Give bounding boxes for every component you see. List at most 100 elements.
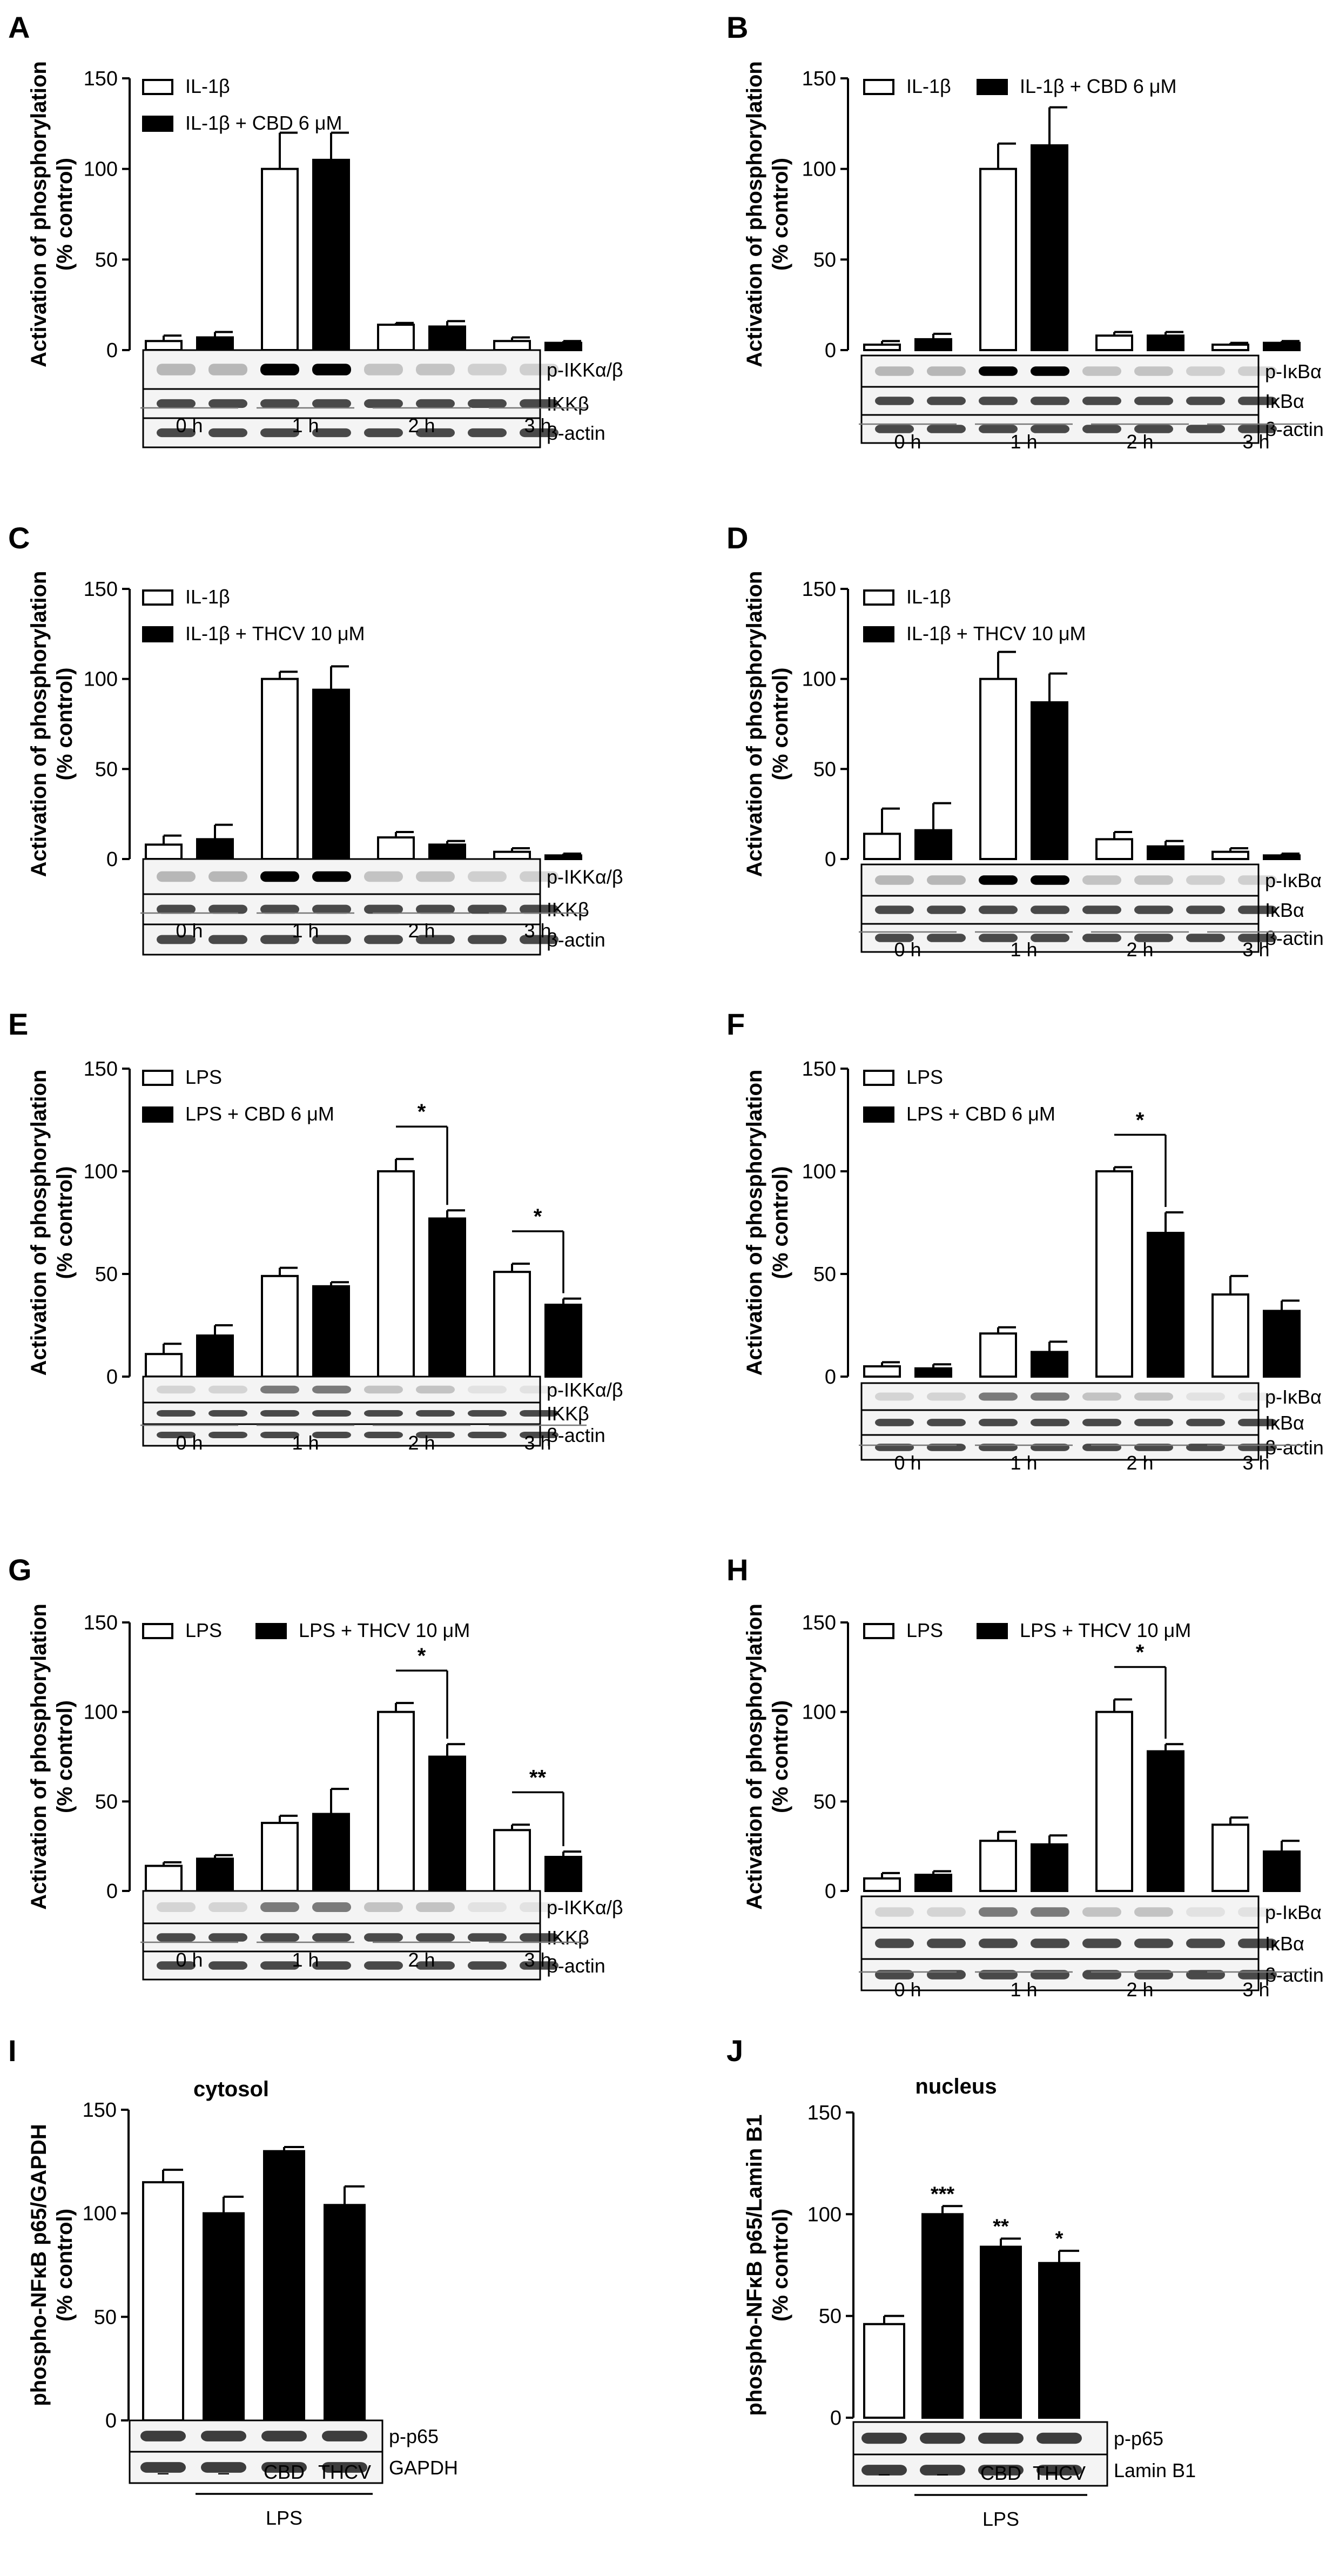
bar-lps [493,1271,531,1378]
significance-label: * [1055,2228,1064,2250]
blot-band [208,871,247,882]
blot-band [861,2465,907,2476]
category-label: 1 h [292,414,319,437]
blot-band [208,1933,247,1942]
bar-il-1-cbd-6-m [914,338,952,352]
category-label: 1 h [292,920,319,942]
blot-label: IκBα [1265,1933,1304,1955]
blot-band [979,1907,1018,1917]
blot-band [875,1938,914,1948]
blot-band [468,428,507,438]
blot-label: p-IKKα/β [547,1896,623,1918]
bar [324,2204,366,2421]
blot-band [927,1907,966,1917]
y-axis-label-line: (% control) [53,158,77,271]
significance-label: * [418,1100,426,1124]
blot-band [322,2462,367,2473]
blot-band [875,425,914,433]
category-label: 2 h [408,1432,435,1454]
blot-band [1186,934,1225,942]
blot-band [1238,1392,1277,1401]
bar-lps [261,1822,299,1892]
blot-band [208,904,247,914]
y-axis-label: Activation of phosphorylation (% control) [743,571,792,877]
y-tick-label: 50 [813,249,836,271]
blot-label: GAPDH [389,2457,458,2479]
blot-band [157,935,196,944]
legend-swatch [255,1623,287,1639]
blot-band [364,428,403,438]
blot-band [312,935,351,944]
y-tick-label: 150 [84,68,118,90]
blot-band [1134,934,1173,942]
bar-il-1-thcv-10-m [428,843,466,861]
bar-il-1- [1211,343,1249,352]
y-tick-label: 100 [807,2203,842,2226]
legend-swatch [863,626,894,642]
blot-band [1082,425,1121,433]
panel-letter: J [726,2034,743,2068]
panel-a: A Activation of phosphorylation (% control… [8,10,623,448]
blot-band [322,2431,367,2441]
blot-band [520,935,558,944]
bar-lps [1211,1823,1249,1893]
blot-band [157,428,196,438]
blot-label: β-actin [547,422,605,444]
panel-letter: G [8,1553,32,1587]
y-axis-label-line: Activation of phosphorylation [743,1604,766,1910]
blot-band [1082,934,1121,942]
blot-band [875,1419,914,1426]
y-axis-label: Activation of phosphorylation (% control) [743,1604,792,1910]
blot-band [416,1432,455,1438]
blot-band [1031,1392,1069,1401]
y-tick-label: 0 [830,2407,842,2430]
blot-band [520,399,558,408]
y-tick-label: 150 [83,2099,117,2122]
y-axis-label: phospho-NFκB p65/Lamin B1 (% control) [743,2115,792,2416]
blot-band [979,1392,1018,1401]
blot-band [208,364,247,375]
bar-lps-thcv-10-m [1031,1843,1068,1892]
category-label: 3 h [1242,938,1269,961]
blot-band [927,425,966,433]
blot-band [157,399,196,408]
bar-il-1-cbd-6-m [1263,341,1301,352]
y-tick-label: 50 [95,1790,118,1813]
blot-band [260,1410,299,1417]
panel-title: nucleus [915,2075,997,2098]
bar-lps-thcv-10-m [312,1813,350,1892]
blot-band [416,399,455,408]
blot-label: β-actin [547,1955,605,1977]
blot-band [468,871,507,882]
blot-band [1238,425,1277,433]
blot-band [875,366,914,376]
bar-il-1-cbd-6-m [544,341,582,352]
bar-il-1- [261,677,299,860]
blot-band [520,904,558,914]
bar-lps [261,1274,299,1378]
blot-band [520,428,558,438]
blot-band [1186,1938,1225,1948]
blot-band [927,934,966,942]
panel-letter: F [726,1007,745,1041]
y-axis-label-line: (% control) [769,668,792,781]
bar-lps-thcv-10-m [1263,1850,1301,1893]
y-tick-label: 50 [94,2306,117,2329]
bar-il-1- [145,340,183,352]
y-tick-label: 100 [802,158,836,181]
bar-lps [145,1353,183,1378]
bar [921,2213,964,2419]
y-tick-label: 150 [802,68,836,90]
legend-label: IL-1β + THCV 10 μM [906,622,1086,645]
category-label: 1 h [292,1432,319,1454]
significance-label: * [1136,1640,1145,1664]
y-axis-label-line: (% control) [53,2209,77,2322]
y-tick-label: 50 [95,758,118,781]
bar-il-1-thcv-10-m [196,838,234,861]
bar-il-1- [979,677,1017,860]
blot-band [1036,2465,1082,2476]
blot-band [261,2462,307,2473]
bar-lps-cbd-6-m [544,1304,582,1378]
category-label: 3 h [524,1949,551,1971]
blot-band [1031,366,1069,376]
